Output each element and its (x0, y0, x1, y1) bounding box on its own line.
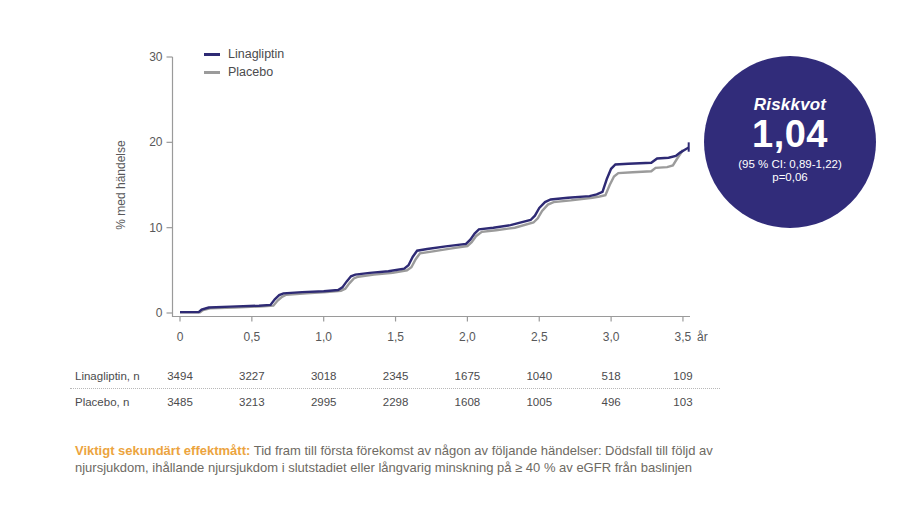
risk-table-value: 518 (581, 370, 641, 382)
x-tick-label: 3,5 (675, 330, 692, 344)
legend-item-placebo: Placebo (204, 63, 284, 81)
risk-table-value: 2345 (366, 370, 426, 382)
y-tick-label: 0 (156, 306, 163, 320)
legend-item-linagliptin: Linagliptin (204, 45, 284, 63)
y-tick-label: 30 (149, 50, 163, 64)
risk-table-value: 103 (653, 396, 713, 408)
x-tick-label: 0,5 (244, 330, 261, 344)
risk-table-value: 3494 (150, 370, 210, 382)
risk-table-value: 1040 (509, 370, 569, 382)
x-tick-label: 2,0 (459, 330, 476, 344)
axis-lines (173, 57, 691, 317)
y-tick-label: 10 (149, 221, 163, 235)
x-axis-unit-label: år (697, 330, 708, 344)
risk-table-value: 3485 (150, 396, 210, 408)
badge-confidence-interval: (95 % CI: 0,89-1,22) (738, 158, 842, 170)
risk-table-value: 1675 (437, 370, 497, 382)
legend: Linagliptin Placebo (204, 45, 284, 81)
risk-table-divider (70, 388, 720, 389)
risk-table-value: 3213 (222, 396, 282, 408)
x-tick-label: 2,5 (531, 330, 548, 344)
x-tick-label: 1,5 (387, 330, 404, 344)
footnote-highlight: Viktigt sekundärt effektmått: (75, 443, 250, 458)
legend-label-placebo: Placebo (228, 65, 273, 79)
risk-table-row-label: Linagliptin, n (75, 370, 140, 382)
x-tick-label: 3,0 (603, 330, 620, 344)
risk-table-value: 1608 (437, 396, 497, 408)
x-tick-label: 0 (177, 330, 184, 344)
linagliptin-line-swatch (204, 53, 220, 56)
risk-ratio-badge: Riskkvot 1,04 (95 % CI: 0,89-1,22) p=0,0… (704, 56, 876, 228)
badge-p-value: p=0,06 (772, 171, 808, 183)
y-axis-label: % med händelse (114, 140, 128, 229)
y-tick-label: 20 (149, 135, 163, 149)
risk-table-row-label: Placebo, n (75, 396, 129, 408)
x-tick-label: 1,0 (315, 330, 332, 344)
risk-table-value: 3018 (294, 370, 354, 382)
footnote: Viktigt sekundärt effektmått: Tid fram t… (75, 443, 777, 476)
badge-value: 1,04 (752, 115, 828, 155)
badge-title: Riskkvot (754, 95, 826, 115)
risk-table-value: 109 (653, 370, 713, 382)
risk-table-value: 2995 (294, 396, 354, 408)
risk-table-value: 2298 (366, 396, 426, 408)
linagliptin-curve (180, 148, 689, 313)
placebo-line-swatch (204, 71, 220, 74)
legend-label-linagliptin: Linagliptin (228, 47, 284, 61)
risk-table-value: 1005 (509, 396, 569, 408)
risk-table-value: 496 (581, 396, 641, 408)
risk-table-value: 3227 (222, 370, 282, 382)
